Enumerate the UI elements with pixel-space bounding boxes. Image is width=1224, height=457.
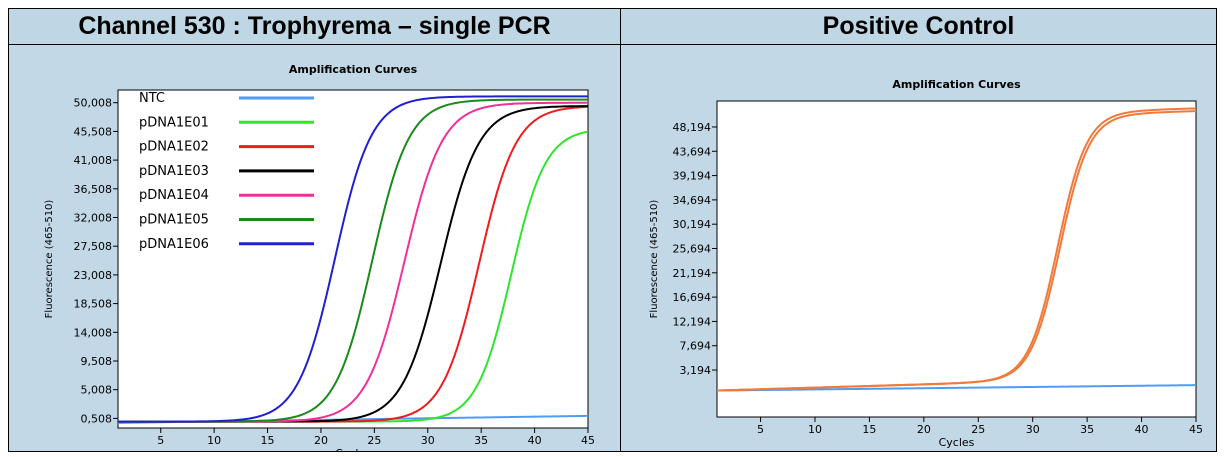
- legend-label: pDNA1E06: [139, 237, 209, 252]
- x-tick-label: 5: [157, 434, 164, 447]
- y-tick-label: 43,694: [673, 145, 712, 158]
- x-tick-label: 20: [314, 434, 328, 447]
- y-tick-label: 3,194: [680, 364, 712, 377]
- right-header: Positive Control: [621, 9, 1216, 44]
- legend-label: pDNA1E05: [139, 213, 209, 228]
- legend-label: pDNA1E01: [139, 115, 209, 130]
- x-tick-label: 10: [207, 434, 221, 447]
- y-tick-label: 30,194: [673, 218, 712, 231]
- chart-title: Amplification Curves: [892, 78, 1021, 91]
- y-tick-label: 25,694: [673, 242, 712, 255]
- x-tick-label: 30: [1026, 423, 1040, 436]
- chart-title: Amplification Curves: [289, 63, 418, 76]
- x-tick-label: 5: [757, 423, 764, 436]
- x-tick-label: 20: [917, 423, 931, 436]
- y-tick-label: 0,508: [81, 412, 113, 425]
- series-line-2: [717, 110, 1196, 392]
- y-axis-label: Fluorescence (465-510): [649, 200, 660, 319]
- y-tick-label: 14,008: [74, 326, 113, 339]
- legend-label: pDNA1E04: [139, 188, 209, 203]
- series-group: [118, 95, 588, 424]
- x-axis-label: Cycles: [335, 447, 371, 451]
- legend-label: pDNA1E02: [139, 140, 209, 155]
- x-tick-label: 45: [1189, 423, 1203, 436]
- legend-label: pDNA1E03: [139, 164, 209, 179]
- y-tick-label: 7,694: [680, 340, 712, 353]
- y-tick-label: 12,194: [673, 315, 712, 328]
- x-tick-label: 40: [528, 434, 542, 447]
- y-tick-label: 16,694: [673, 291, 712, 304]
- y-tick-label: 39,194: [673, 170, 712, 183]
- y-tick-label: 36,508: [74, 183, 113, 196]
- x-tick-label: 45: [581, 434, 595, 447]
- y-tick-label: 18,508: [74, 298, 113, 311]
- x-tick-label: 15: [261, 434, 275, 447]
- y-tick-label: 5,008: [81, 384, 113, 397]
- plot-area: [716, 100, 1197, 418]
- amplification-chart-right: Amplification Curves 3,194 7,694 12,194 16,6…: [649, 78, 1203, 449]
- amplification-chart-left: Amplification Curves 0,508 5,008 9,508 14,00…: [44, 63, 595, 451]
- y-tick-label: 23,008: [74, 269, 113, 282]
- y-tick-label: 21,194: [673, 267, 712, 280]
- series-group: [717, 107, 1196, 392]
- y-tick-label: 45,508: [74, 125, 113, 138]
- column-divider: [620, 8, 621, 452]
- y-tick-label: 41,008: [74, 154, 113, 167]
- x-tick-label: 40: [1135, 423, 1149, 436]
- x-tick-label: 25: [971, 423, 985, 436]
- y-tick-label: 9,508: [81, 355, 113, 368]
- right-chart-pane: Amplification Curves 3,194 7,694 12,194 16,6…: [621, 45, 1216, 451]
- x-axis-label: Cycles: [939, 436, 975, 449]
- left-header: Channel 530 : Trophyrema – single PCR: [9, 9, 620, 44]
- x-tick-label: 30: [421, 434, 435, 447]
- plot-area: [117, 89, 589, 429]
- legend-label: NTC: [139, 91, 165, 106]
- y-tick-label: 48,194: [673, 121, 712, 134]
- x-tick-label: 35: [474, 434, 488, 447]
- x-tick-label: 25: [367, 434, 381, 447]
- x-tick-label: 10: [808, 423, 822, 436]
- x-tick-label: 15: [862, 423, 876, 436]
- y-tick-label: 32,008: [74, 211, 113, 224]
- y-tick-label: 27,508: [74, 240, 113, 253]
- y-tick-label: 34,694: [673, 194, 712, 207]
- table-frame: [8, 8, 1217, 452]
- series-line-pdna1e06: [118, 95, 588, 423]
- left-chart-pane: Amplification Curves 0,508 5,008 9,508 14,00…: [9, 45, 620, 451]
- series-line-0: [717, 384, 1196, 392]
- y-axis-label: Fluorescence (465-510): [44, 200, 55, 319]
- x-tick-label: 35: [1080, 423, 1094, 436]
- y-tick-label: 50,008: [74, 97, 113, 110]
- header-divider: [8, 44, 1217, 45]
